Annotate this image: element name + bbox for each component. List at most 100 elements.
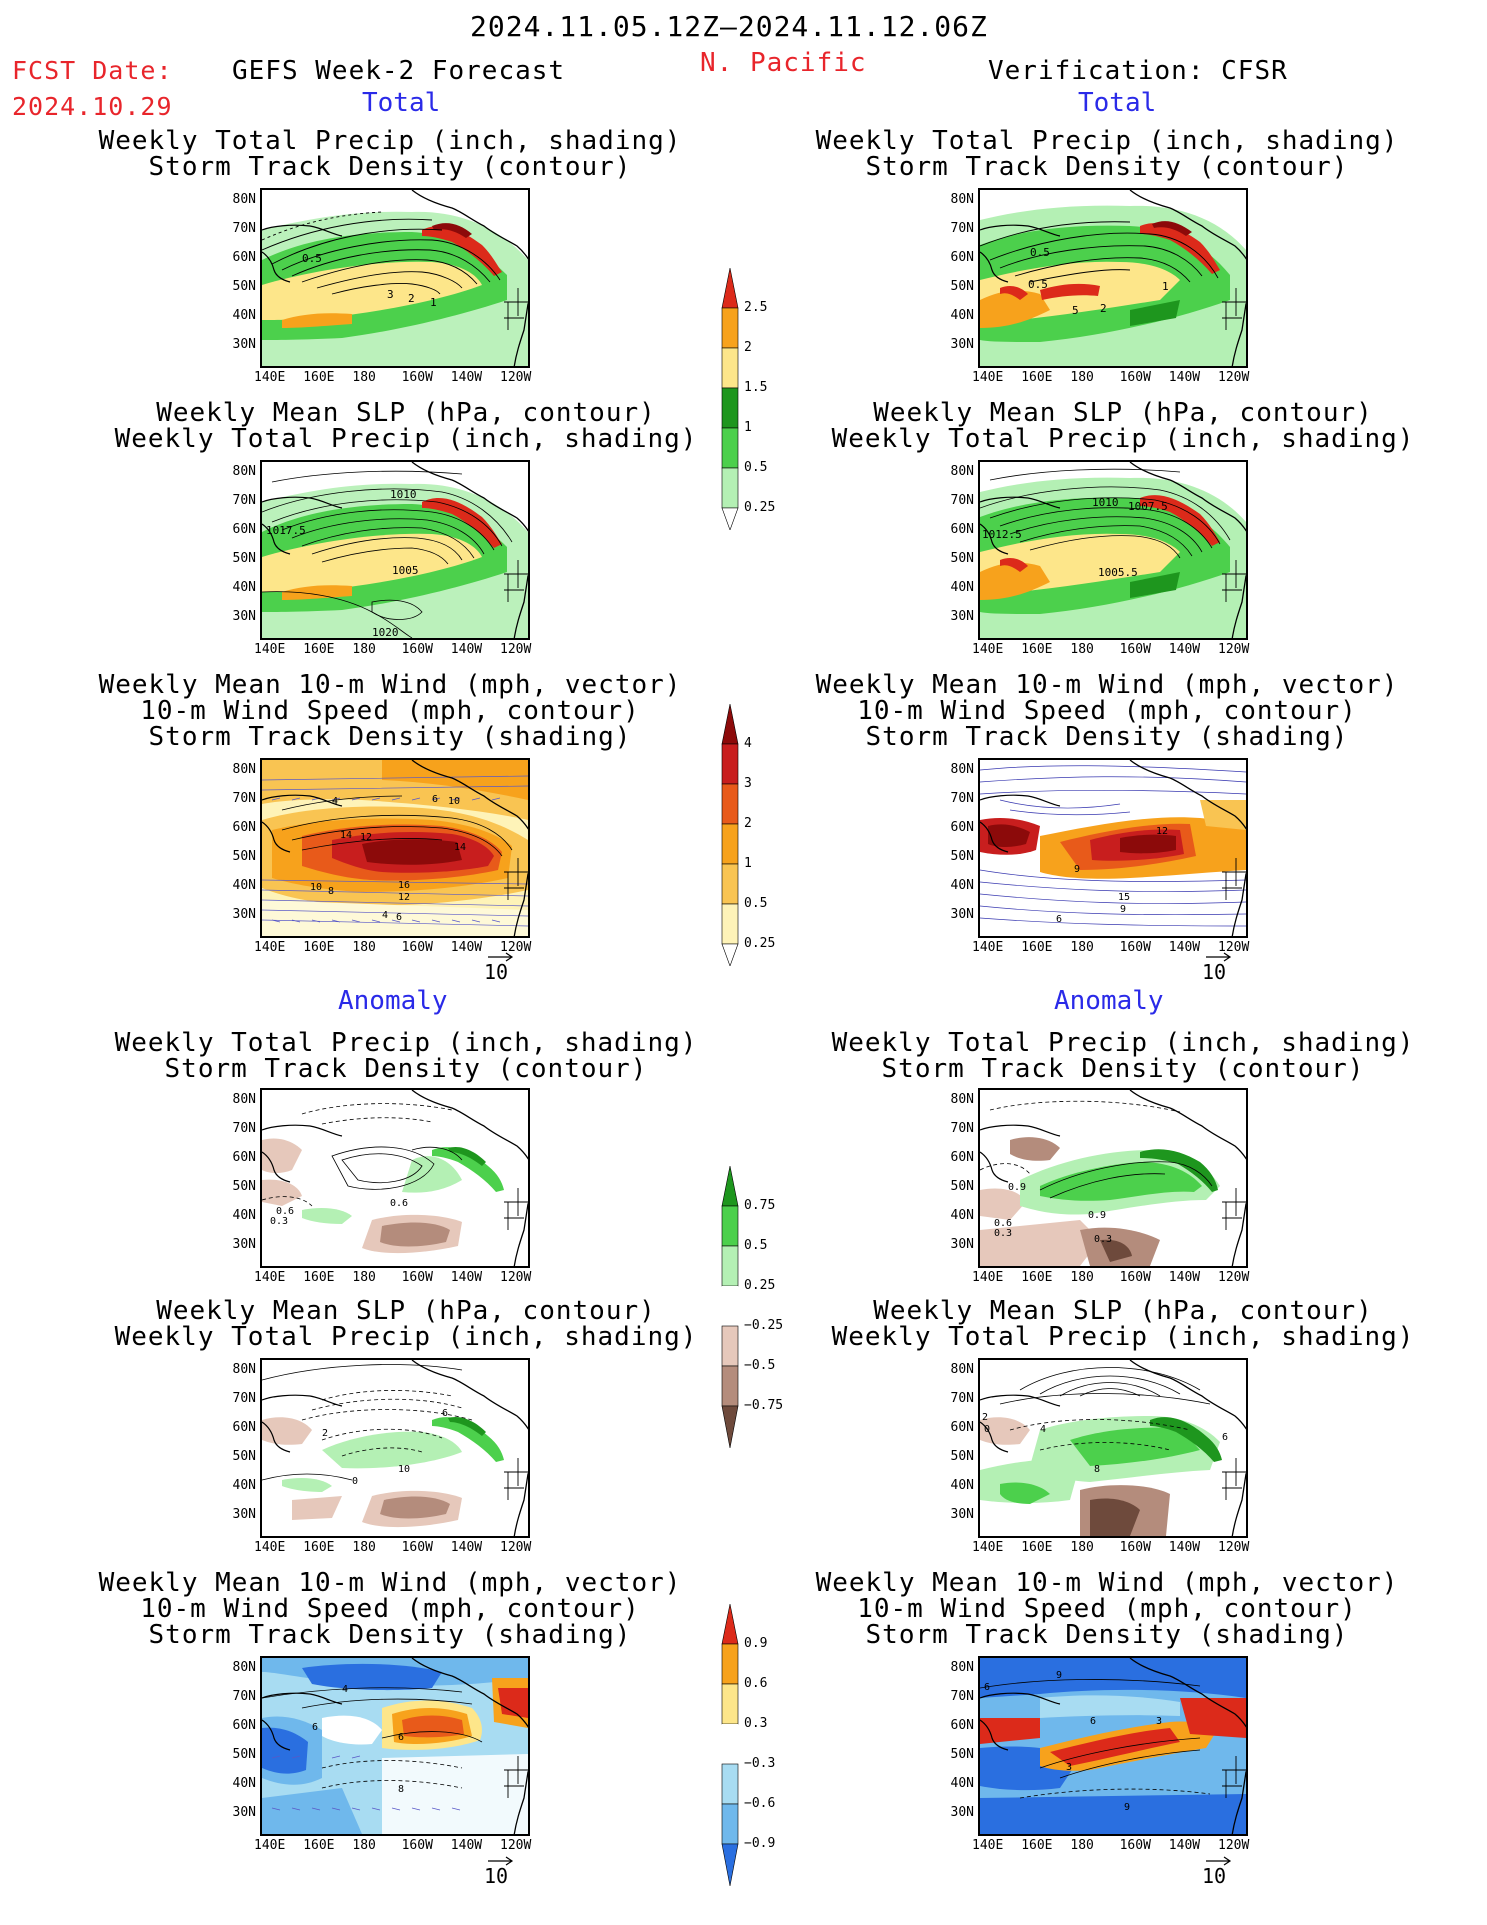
latitude-tick-label: 70N [232, 493, 256, 508]
longitude-tick-label: 160E [303, 642, 335, 657]
longitude-tick-label: 140E [972, 940, 1004, 955]
latitude-tick-label: 40N [950, 878, 974, 893]
longitude-tick-label: 140E [254, 940, 286, 955]
latitude-tick-label: 70N [950, 791, 974, 806]
contour-label: 6 [442, 1408, 448, 1419]
colorbar-storm-total: 4 3 2 1 0.5 0.25 [720, 703, 775, 970]
panel-title-line: Weekly Total Precip (inch, shading) [831, 424, 1415, 454]
colorbar-label: −0.9 [744, 1836, 776, 1851]
longitude-tick-label: 160E [1021, 1270, 1053, 1285]
latitude-tick-label: 70N [232, 1689, 256, 1704]
panel-2-left-title: Weekly Mean SLP (hPa, contour) Weekly To… [96, 400, 716, 452]
map-precip-storm-verification: 0.5 0.5 5 2 1 [978, 188, 1248, 368]
latitude-tick-label: 50N [950, 1747, 974, 1762]
longitude-tick-label: 140W [1168, 642, 1201, 657]
panel-title-line: Weekly Total Precip (inch, shading) [98, 126, 682, 156]
colorbar-label: 2 [744, 340, 752, 355]
contour-label: 10 [398, 1464, 410, 1475]
longitude-tick-label: 140E [972, 642, 1004, 657]
colorbar-label: −0.3 [744, 1756, 776, 1771]
colorbar-label: 1.5 [744, 380, 768, 395]
contour-label: 0.9 [1008, 1182, 1026, 1193]
latitude-tick-label: 40N [232, 878, 256, 893]
colorbar-label: 4 [744, 736, 752, 751]
contour-label: 9 [1056, 1670, 1062, 1681]
panel-title-line: Weekly Mean SLP (hPa, contour) [156, 1296, 656, 1326]
longitude-tick-label: 140E [254, 1838, 286, 1853]
latitude-tick-label: 80N [232, 1362, 256, 1377]
latitude-tick-label: 30N [950, 609, 974, 624]
longitude-tick-label: 120W [500, 642, 532, 657]
panel-title-line: Storm Track Density (shading) [148, 1620, 632, 1650]
longitude-tick-label: 180 [352, 642, 376, 657]
contour-label: 6 [1090, 1716, 1096, 1727]
panel-5-right-title: Weekly Mean SLP (hPa, contour) Weekly To… [813, 1298, 1433, 1350]
longitude-tick-label: 180 [1070, 1838, 1094, 1853]
longitude-tick-label: 160E [303, 940, 335, 955]
latitude-tick-label: 80N [950, 1660, 974, 1675]
colorbar-storm-anomaly: 0.9 0.6 0.3 −0.3 −0.6 −0.9 [720, 1603, 775, 1890]
contour-label: 0.3 [994, 1228, 1012, 1239]
contour-label: 4 [382, 910, 388, 921]
latitude-tick-label: 40N [232, 1478, 256, 1493]
colorbar-label: −0.5 [744, 1358, 776, 1373]
colorbar-label: 0.25 [744, 1278, 776, 1293]
contour-label: 1005.5 [1098, 566, 1138, 579]
vector-ref-label: 10 [484, 960, 509, 984]
latitude-tick-label: 40N [232, 580, 256, 595]
longitude-tick-label: 160W [401, 370, 433, 385]
latitude-tick-label: 60N [232, 522, 256, 537]
latitude-tick-label: 60N [950, 1150, 974, 1165]
panel-title-line: Storm Track Density (contour) [164, 1054, 648, 1084]
longitude-tick-label: 120W [500, 1540, 532, 1555]
contour-label: 8 [328, 886, 334, 897]
longitude-tick-label: 120W [1218, 370, 1250, 385]
vector-ref-label: 10 [484, 1864, 509, 1888]
latitude-tick-label: 50N [232, 1449, 256, 1464]
longitude-tick-label: 140W [450, 1540, 483, 1555]
panel-title-line: Storm Track Density (shading) [865, 1620, 1349, 1650]
longitude-tick-label: 140W [1168, 1540, 1201, 1555]
longitude-tick-label: 140W [450, 940, 483, 955]
colorbar-label: −0.75 [744, 1398, 784, 1413]
longitude-tick-label: 160E [303, 1270, 335, 1285]
latitude-tick-label: 70N [232, 1121, 256, 1136]
contour-label: 2 [1100, 302, 1107, 315]
panel-6-left-title: Weekly Mean 10-m Wind (mph, vector) 10-m… [80, 1570, 700, 1648]
latitude-tick-label: 60N [232, 250, 256, 265]
longitude-tick-label: 140W [450, 1838, 483, 1853]
contour-label: 1 [1162, 280, 1169, 293]
latitude-tick-label: 50N [232, 849, 256, 864]
panel-title-line: Weekly Total Precip (inch, shading) [815, 126, 1399, 156]
contour-label-group: 2 0 4 6 8 [982, 1412, 1228, 1475]
contour-label: 1010 [390, 488, 417, 501]
longitude-tick-label: 120W [500, 1270, 532, 1285]
longitude-tick-label: 120W [500, 370, 532, 385]
panel-title-line: Storm Track Density (contour) [865, 152, 1349, 182]
map-slp-precip-anomaly-forecast: 2 6 10 0 [260, 1358, 530, 1538]
colorbar-label: 0.5 [744, 1238, 768, 1253]
longitude-tick-label: 140E [972, 1270, 1004, 1285]
longitude-tick-label: 120W [1218, 1270, 1250, 1285]
panel-1-left-title: Weekly Total Precip (inch, shading) Stor… [80, 128, 700, 180]
latitude-tick-label: 70N [950, 1391, 974, 1406]
longitude-tick-label: 180 [1070, 642, 1094, 657]
vector-ref-label: 10 [1202, 1864, 1227, 1888]
longitude-tick-label: 160E [1021, 1540, 1053, 1555]
latitude-tick-label: 50N [950, 551, 974, 566]
contour-label: 6 [984, 1682, 990, 1693]
contour-label: 3 [387, 288, 394, 301]
panel-title-line: 10-m Wind Speed (mph, contour) [857, 1594, 1357, 1624]
verification-title: Verification: CFSR [988, 56, 1288, 86]
longitude-tick-label: 140E [254, 1540, 286, 1555]
section-total-left: Total [362, 88, 441, 118]
contour-label-group: 2 6 10 0 [322, 1408, 448, 1487]
longitude-tick-label: 160E [303, 1838, 335, 1853]
panel-title-line: Weekly Mean 10-m Wind (mph, vector) [98, 670, 682, 700]
latitude-tick-label: 50N [950, 1179, 974, 1194]
panel-title-line: 10-m Wind Speed (mph, contour) [140, 696, 640, 726]
latitude-tick-label: 70N [950, 493, 974, 508]
latitude-tick-label: 80N [232, 762, 256, 777]
longitude-tick-label: 180 [1070, 370, 1094, 385]
contour-label: 0 [352, 1476, 358, 1487]
